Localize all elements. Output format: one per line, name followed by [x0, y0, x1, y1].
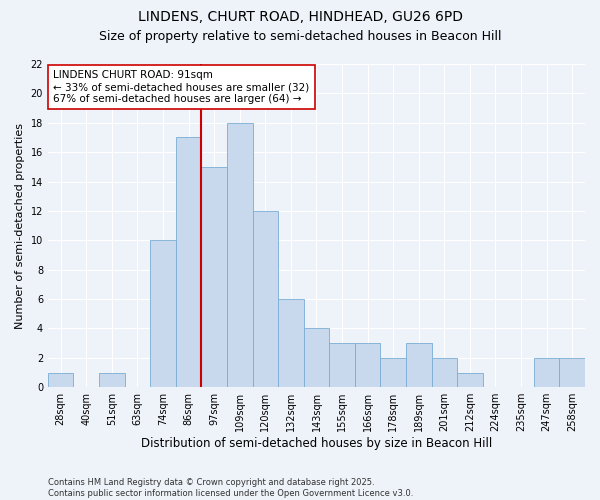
Bar [150, 240, 176, 387]
Bar [534, 358, 559, 387]
Bar [304, 328, 329, 387]
Bar [202, 167, 227, 387]
Text: LINDENS CHURT ROAD: 91sqm
← 33% of semi-detached houses are smaller (32)
67% of : LINDENS CHURT ROAD: 91sqm ← 33% of semi-… [53, 70, 310, 104]
Bar [99, 372, 125, 387]
Bar [253, 211, 278, 387]
Y-axis label: Number of semi-detached properties: Number of semi-detached properties [15, 122, 25, 328]
Bar [355, 343, 380, 387]
Bar [431, 358, 457, 387]
Text: Size of property relative to semi-detached houses in Beacon Hill: Size of property relative to semi-detach… [99, 30, 501, 43]
Bar [278, 299, 304, 387]
Bar [559, 358, 585, 387]
Bar [406, 343, 431, 387]
Bar [176, 138, 202, 387]
Text: LINDENS, CHURT ROAD, HINDHEAD, GU26 6PD: LINDENS, CHURT ROAD, HINDHEAD, GU26 6PD [137, 10, 463, 24]
Bar [227, 123, 253, 387]
X-axis label: Distribution of semi-detached houses by size in Beacon Hill: Distribution of semi-detached houses by … [141, 437, 492, 450]
Bar [380, 358, 406, 387]
Text: Contains HM Land Registry data © Crown copyright and database right 2025.
Contai: Contains HM Land Registry data © Crown c… [48, 478, 413, 498]
Bar [457, 372, 482, 387]
Bar [329, 343, 355, 387]
Bar [48, 372, 73, 387]
